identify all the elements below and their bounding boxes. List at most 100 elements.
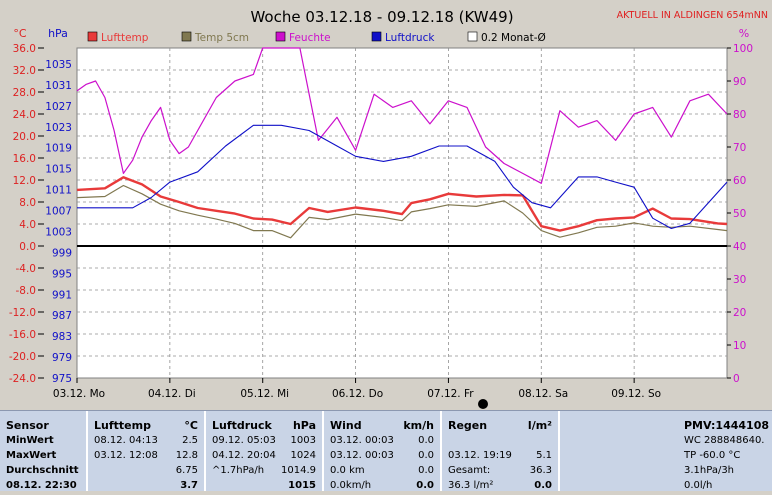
stats-panel: Sensor MinWert MaxWert Durchschnitt 08.1… [0, 410, 772, 491]
wind-row: 03.12. 00:03 0.0 [330, 450, 440, 465]
regen-row: 03.12. 19:19 5.1 [448, 450, 558, 465]
wind-row: 0.0 km 0.0 [330, 465, 440, 480]
luftdruck-row-label: 04.12. 20:04 [212, 450, 276, 461]
legend-swatch [275, 31, 286, 42]
time-tick-label: 08.12. Sa [518, 388, 568, 400]
legend-label: Temp 5cm [194, 32, 249, 44]
percent-tick-label: 60 [733, 175, 746, 187]
regen-row-value: 0.0 [534, 480, 552, 491]
time-slider-knob[interactable] [478, 399, 488, 409]
sensor-row-min: MinWert [6, 435, 54, 446]
weather-chart: Woche 03.12.18 - 09.12.18 (KW49) AKTUELL… [9, 8, 768, 409]
lufttemp-section: Lufttemp °C 08.12. 04:13 2.5 03.12. 12:08 12.… [88, 411, 206, 491]
percent-tick-label: 30 [733, 274, 746, 286]
regen-title: Regen [448, 419, 488, 432]
wind-row-value: 0.0 [416, 480, 434, 491]
regen-section: Regen l/m² 03.12. 19:19 5.1 Gesamt: 36.3 36.3 … [442, 411, 560, 491]
celsius-tick-label: 8.0 [19, 197, 36, 209]
lufttemp-row-value: 12.8 [175, 450, 198, 461]
lufttemp-row: 6.75 [94, 465, 204, 480]
pmv-row: 3.1hPa/3h [684, 465, 735, 476]
percent-tick-label: 80 [733, 109, 746, 121]
wind-unit: km/h [403, 419, 434, 432]
hpa-unit-label: hPa [48, 27, 68, 40]
celsius-axis: 36.0 32.0 28.0 24.0 20.0 16.0 12.0 8.0 4.0 0.0 -4.… [9, 43, 44, 385]
sensor-row-avg: Durchschnitt [6, 465, 79, 476]
lufttemp-title: Lufttemp [94, 419, 151, 432]
legend-swatch [87, 31, 98, 42]
series-line-luftdruck [77, 124, 728, 230]
pressure-tick-label: 1003 [45, 226, 72, 238]
sensor-header: Sensor [6, 419, 49, 432]
luftdruck-unit: hPa [292, 419, 316, 432]
pressure-tick-label: 1015 [45, 164, 72, 176]
celsius-tick-label: 4.0 [19, 219, 36, 231]
celsius-tick-label: 20.0 [13, 131, 36, 143]
celsius-tick-label: 16.0 [13, 153, 36, 165]
station-label: AKTUELL IN ALDINGEN 654mNN [617, 10, 768, 21]
lufttemp-row-value: 3.7 [180, 480, 198, 491]
wind-row-label: 0.0km/h [330, 480, 372, 491]
luftdruck-row-value: 1003 [290, 435, 316, 446]
pressure-tick-label: 1019 [45, 143, 72, 155]
celsius-tick-label: -8.0 [16, 285, 37, 297]
sensor-section: Sensor MinWert MaxWert Durchschnitt 08.1… [0, 411, 88, 491]
regen-row-value: 5.1 [536, 450, 552, 461]
pressure-tick-label: 983 [52, 331, 72, 343]
percent-tick-label: 10 [733, 340, 746, 352]
luftdruck-header: Luftdruck hPa [212, 419, 322, 435]
pmv-row: 0.0l/h [684, 480, 713, 491]
legend-label: Feuchte [289, 32, 331, 44]
celsius-tick-label: -4.0 [16, 263, 37, 275]
celsius-tick-label: 0.0 [19, 241, 36, 253]
legend-swatch [467, 31, 478, 42]
regen-row-label: 03.12. 19:19 [448, 450, 512, 461]
pressure-tick-label: 999 [52, 247, 72, 259]
wind-row-value: 0.0 [418, 465, 434, 476]
luftdruck-section: Luftdruck hPa 09.12. 05:03 1003 04.12. 20:04… [206, 411, 324, 491]
time-tick-label: 06.12. Do [332, 388, 383, 400]
percent-tick-label: 90 [733, 76, 746, 88]
celsius-tick-label: -20.0 [9, 351, 36, 363]
lufttemp-row: 08.12. 04:13 2.5 [94, 435, 204, 450]
time-tick-label: 07.12. Fr [427, 388, 474, 400]
pmv-section: PMV:1444108 WC 288848640. TP -60.0 °C 3.… [678, 411, 772, 491]
pressure-axis: 1035 1031 1027 1023 1019 1015 1011 1007 1003 999 9… [45, 59, 72, 385]
percent-tick-label: 40 [733, 241, 746, 253]
wind-row-label: 03.12. 00:03 [330, 435, 394, 446]
pressure-tick-label: 1027 [45, 101, 72, 113]
chart-title: Woche 03.12.18 - 09.12.18 (KW49) [250, 8, 513, 26]
legend-swatch [181, 31, 192, 42]
wind-row: 0.0km/h 0.0 [330, 480, 440, 495]
percent-tick-label: 20 [733, 307, 746, 319]
regen-row-label: 36.3 l/m² [448, 480, 494, 491]
series-line-lufttemp [76, 176, 728, 232]
luftdruck-row: 04.12. 20:04 1024 [212, 450, 322, 465]
pressure-tick-label: 987 [52, 310, 72, 322]
legend-label: 0.2 Monat-Ø [481, 32, 546, 44]
pressure-tick-label: 995 [52, 268, 72, 280]
celsius-tick-label: 24.0 [13, 109, 36, 121]
wind-section: Wind km/h 03.12. 00:03 0.0 03.12. 00:03 0.0 0.… [324, 411, 442, 491]
pmv-row: TP -60.0 °C [684, 450, 741, 461]
celsius-unit-label: °C [13, 27, 27, 40]
luftdruck-row: 09.12. 05:03 1003 [212, 435, 322, 450]
luftdruck-row: ^1.7hPa/h 1014.9 [212, 465, 322, 480]
regen-header: Regen l/m² [448, 419, 558, 435]
legend-swatch [371, 31, 382, 42]
percent-tick-label: 50 [733, 208, 746, 220]
regen-row-label: Gesamt: [448, 465, 491, 476]
celsius-tick-label: 28.0 [13, 87, 36, 99]
lufttemp-row: 03.12. 12:08 12.8 [94, 450, 204, 465]
wind-row-value: 0.0 [418, 435, 434, 446]
celsius-tick-label: 32.0 [13, 65, 36, 77]
luftdruck-row-value: 1024 [290, 450, 316, 461]
regen-row: 36.3 l/m² 0.0 [448, 480, 558, 495]
wind-row: 03.12. 00:03 0.0 [330, 435, 440, 450]
wind-row-label: 03.12. 00:03 [330, 450, 394, 461]
wind-title: Wind [330, 419, 362, 432]
luftdruck-row-value: 1015 [288, 480, 316, 491]
pressure-tick-label: 975 [52, 373, 72, 385]
luftdruck-title: Luftdruck [212, 419, 272, 432]
